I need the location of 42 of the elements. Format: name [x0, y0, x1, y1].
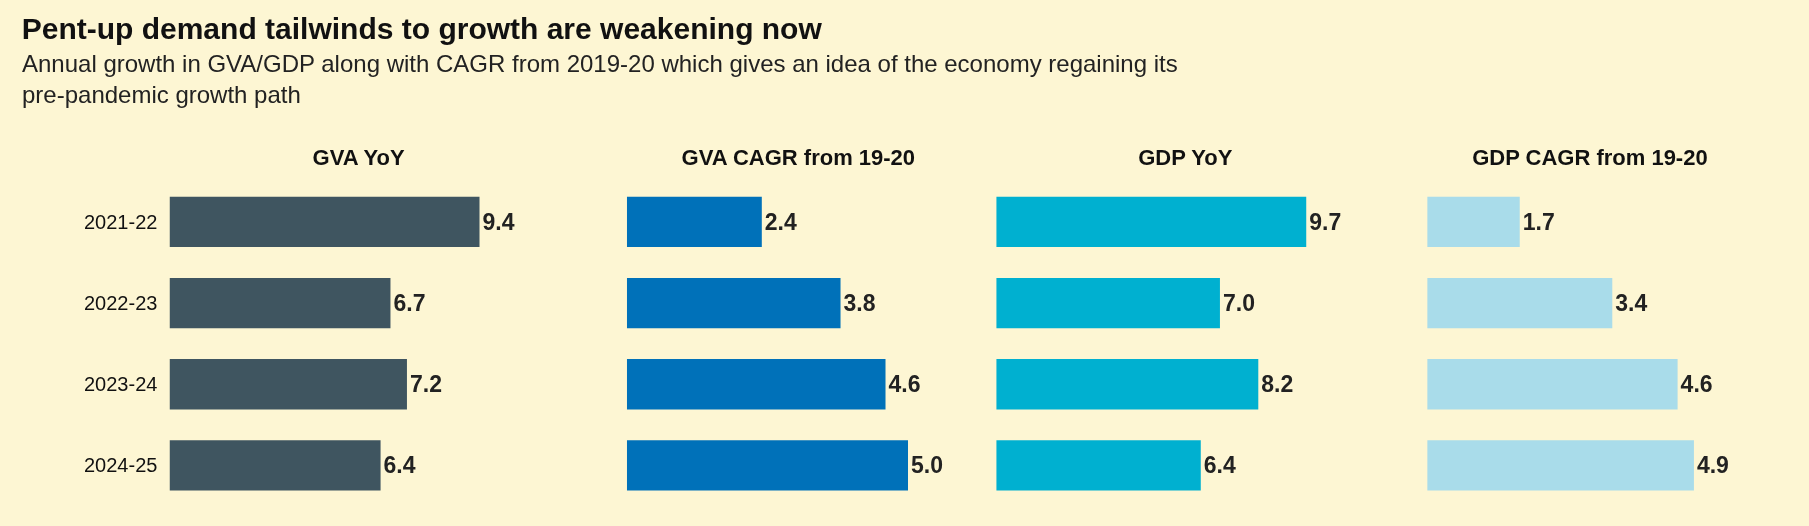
data-label: 9.7 [1309, 208, 1342, 235]
bar [996, 277, 1220, 329]
data-label: 4.6 [888, 371, 921, 398]
data-label: 8.2 [1261, 371, 1294, 398]
bar [169, 440, 381, 491]
bar [169, 196, 480, 248]
data-label: 7.2 [409, 371, 442, 398]
bar [996, 196, 1307, 248]
data-label: 4.9 [1696, 452, 1729, 479]
text: Annual growth in GVA/GDP along with CAGR from 2019-20 which gives an idea of the economy regaining its pre-pandemic growth path [22, 50, 1178, 109]
bar [626, 440, 908, 491]
bar [1427, 196, 1520, 248]
x-axis-title: GVA YoY [312, 145, 405, 171]
x-axis-title: GVA CAGR from 19-20 [681, 145, 916, 171]
y-tick-label: 2024-25 [84, 454, 169, 477]
data-label: 3.8 [843, 290, 876, 317]
bar [996, 359, 1259, 410]
data-label: 3.4 [1615, 290, 1648, 317]
data-label: 4.6 [1680, 371, 1713, 398]
bar [626, 359, 886, 410]
data-label: 9.4 [482, 208, 515, 235]
bar [626, 277, 841, 329]
y-tick-label: 2023-24 [84, 373, 169, 396]
x-axis-title: GDP CAGR from 19-20 [1472, 145, 1708, 171]
x-axis-title: GDP YoY [1138, 145, 1233, 171]
data-label: 1.7 [1522, 208, 1555, 235]
bar [1427, 359, 1678, 410]
bar [626, 196, 762, 248]
chart-title: Pent-up demand tailwinds to growth are weakening now [21, 12, 823, 46]
y-tick-label: 2021-22 [84, 210, 169, 233]
bar [996, 440, 1201, 491]
bar [169, 277, 391, 329]
data-label: 6.4 [1203, 452, 1236, 479]
data-label: 2.4 [764, 208, 797, 235]
data-label: 7.0 [1222, 290, 1255, 317]
data-label: 6.7 [393, 290, 426, 317]
bar [1427, 277, 1613, 329]
bar [1427, 440, 1694, 491]
y-tick-label: 2022-23 [84, 292, 169, 315]
data-label: 5.0 [911, 452, 943, 479]
data-label: 6.4 [383, 452, 416, 479]
bar [169, 359, 407, 410]
